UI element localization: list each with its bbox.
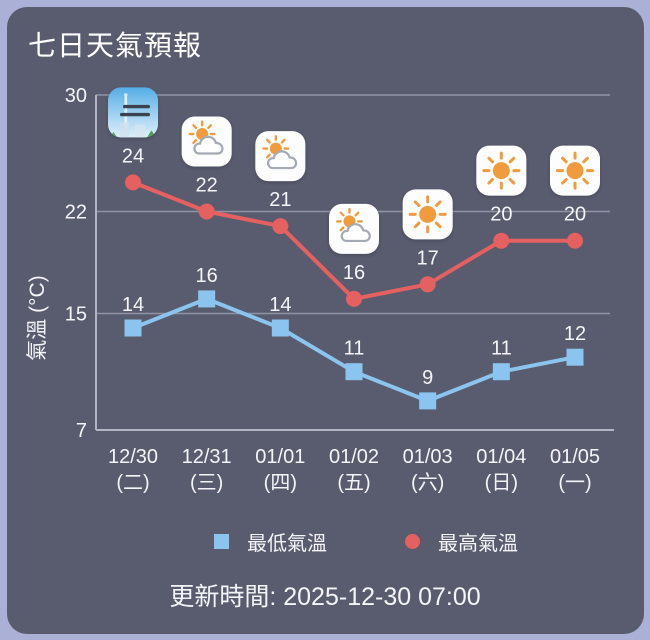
min-temp-value: 11	[344, 338, 365, 360]
day-icon-fog	[108, 87, 158, 138]
y-tick-label: 22	[65, 202, 87, 224]
page-title: 七日天氣預報	[28, 30, 203, 61]
max-temp-value: 16	[343, 262, 365, 284]
x-axis-weekday-label: (日)	[485, 472, 518, 494]
day-icon-partly-cloudy	[181, 116, 232, 167]
y-tick-label: 15	[65, 303, 87, 325]
day-icon-partly-cloudy	[329, 203, 379, 254]
y-tick-label: 7	[76, 420, 87, 442]
legend-max-label: 最高氣溫	[438, 533, 518, 555]
x-axis-date-label: 01/01	[255, 446, 305, 468]
x-axis-date-label: 01/03	[403, 446, 453, 468]
x-axis-weekday-label: (四)	[264, 472, 297, 494]
min-temp-value: 14	[122, 294, 144, 316]
max-temp-value: 24	[122, 145, 144, 167]
max-temp-value: 20	[564, 204, 586, 226]
update-time: 更新時間: 2025-12-30 07:00	[169, 583, 481, 611]
x-axis-weekday-label: (三)	[190, 472, 223, 494]
max-temp-value: 22	[196, 175, 218, 197]
day-icon-sunny	[550, 145, 600, 196]
max-temp-series: 24 22 21 16 17 20 20	[122, 145, 586, 307]
legend-min-label: 最低氣溫	[247, 533, 327, 555]
legend-item-max-temp: 最高氣溫	[405, 527, 518, 556]
x-axis-weekday-label: (六)	[411, 471, 444, 494]
x-axis-date-label: 01/05	[550, 446, 600, 468]
y-tick-label: 30	[65, 85, 87, 107]
max-temp-marker-icon	[405, 534, 420, 549]
max-temp-value: 17	[417, 247, 439, 269]
min-temp-value: 11	[491, 338, 512, 360]
x-axis-weekday-label: (一)	[558, 472, 591, 494]
min-temp-value: 9	[422, 367, 433, 389]
min-temp-value: 16	[196, 265, 218, 287]
min-temp-series: 14 16 14 11 9 11 12	[122, 265, 586, 410]
legend-item-min-temp: 最低氣溫	[214, 527, 327, 556]
x-axis-weekday-label: (二)	[116, 472, 149, 494]
chart-legend: 最低氣溫 最高氣溫	[110, 527, 622, 556]
min-temp-value: 12	[564, 323, 586, 345]
day-icon-partly-cloudy	[255, 131, 306, 182]
x-axis-date-label: 12/31	[182, 446, 232, 468]
x-axis-date-label: 01/02	[329, 446, 379, 468]
x-axis-weekday-label: (五)	[337, 472, 370, 494]
x-axis-date-label: 12/30	[108, 446, 158, 468]
min-temp-value: 14	[269, 294, 291, 316]
day-icon-sunny	[402, 189, 453, 240]
max-temp-value: 21	[269, 189, 291, 211]
max-temp-value: 20	[490, 204, 512, 226]
x-axis-date-label: 01/04	[476, 446, 526, 468]
day-icon-sunny	[476, 145, 527, 196]
min-temp-marker-icon	[214, 534, 229, 549]
